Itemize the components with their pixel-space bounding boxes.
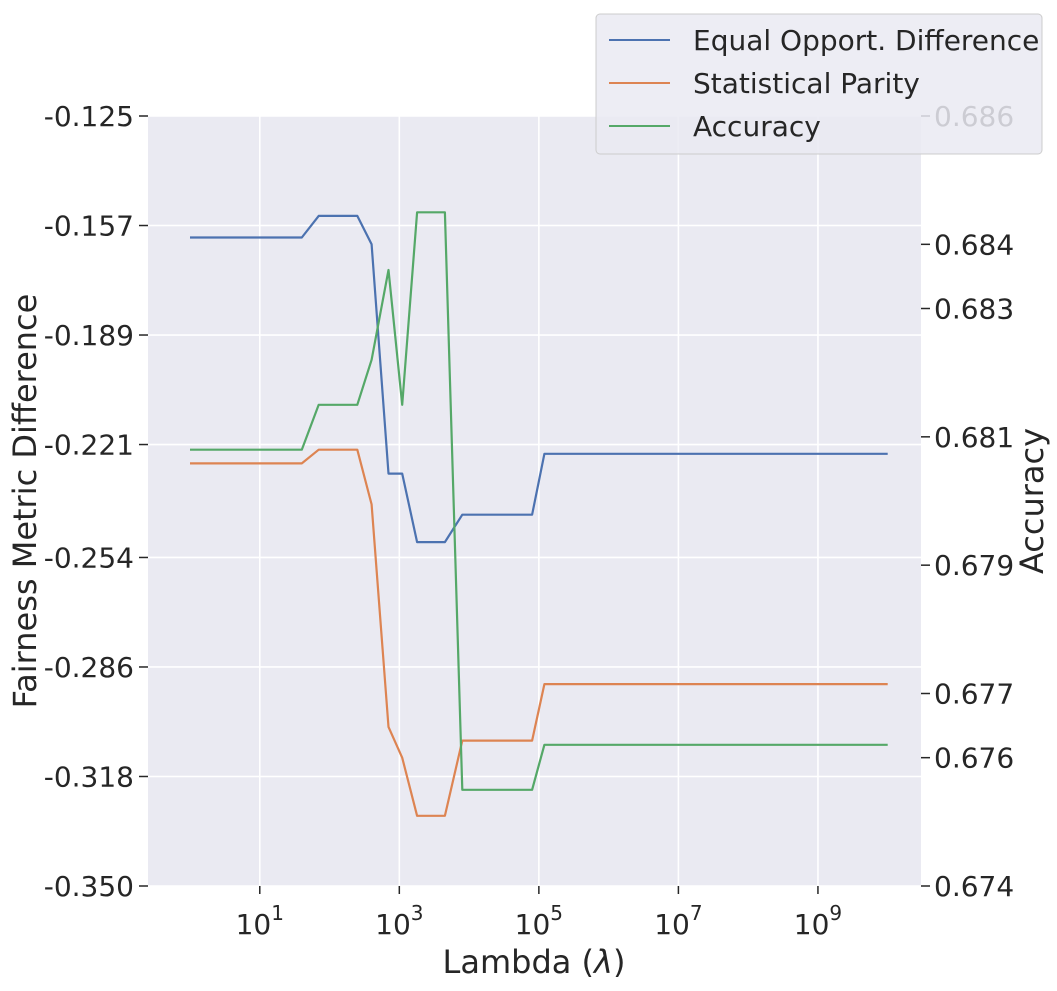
x-tick-exponent: 9 [829,901,842,925]
x-tick-label: 109 [794,901,842,941]
legend: Equal Opport. Difference Statistical Par… [595,13,1043,155]
x-tick-label: 103 [375,901,423,941]
x-axis: 101 103 105 107 109 [236,886,842,941]
x-tick-base: 10 [654,908,690,941]
legend-label-statistical-parity: Statistical Parity [693,67,920,100]
x-tick-base: 10 [794,908,830,941]
right-tick-label: 0.679 [934,549,1014,582]
x-axis-title: Lambda (λ) [443,943,626,981]
x-tick-base: 10 [375,908,411,941]
x-tick-exponent: 3 [411,901,424,925]
y-axis-title-left: Fairness Metric Difference [6,294,44,709]
y-axis-title-right: Accuracy [1013,428,1051,574]
left-y-axis: -0.125 -0.157 -0.189 -0.221 -0.254 -0.286 -0.3… [44,100,148,903]
series-lines [190,211,888,817]
x-tick-exponent: 7 [690,901,703,925]
left-tick-label: -0.221 [44,429,134,462]
legend-label-accuracy: Accuracy [693,110,821,143]
x-tick-exponent: 1 [271,901,284,925]
left-tick-label: -0.157 [44,210,134,243]
right-tick-label: 0.684 [934,228,1014,261]
x-axis-title-prefix: Lambda ( [443,943,595,981]
left-tick-label: -0.189 [44,319,134,352]
x-axis-title-symbol: λ [592,943,613,981]
left-tick-label: -0.254 [44,541,134,574]
right-tick-label: 0.676 [934,742,1014,775]
right-tick-label: 0.683 [934,293,1014,326]
x-tick-exponent: 5 [550,901,563,925]
x-tick-label: 101 [236,901,284,941]
left-tick-label: -0.318 [44,760,134,793]
x-tick-label: 107 [654,901,702,941]
legend-box [595,13,1043,155]
x-axis-title-suffix: ) [613,943,625,981]
right-tick-label: 0.677 [934,678,1014,711]
x-tick-base: 10 [515,908,551,941]
grid-lines [148,115,921,887]
x-tick-label: 105 [515,901,563,941]
x-tick-base: 10 [236,908,272,941]
right-tick-label: 0.674 [934,870,1014,903]
legend-label-equal-opport: Equal Opport. Difference [693,24,1039,57]
left-tick-label: -0.350 [44,870,134,903]
series-line-statistical-parity [190,448,888,817]
series-line-equal-opport [190,214,888,544]
left-tick-label: -0.286 [44,651,134,684]
right-tick-label: 0.681 [934,421,1014,454]
left-tick-label: -0.125 [44,100,134,133]
series-line-accuracy [190,211,888,791]
